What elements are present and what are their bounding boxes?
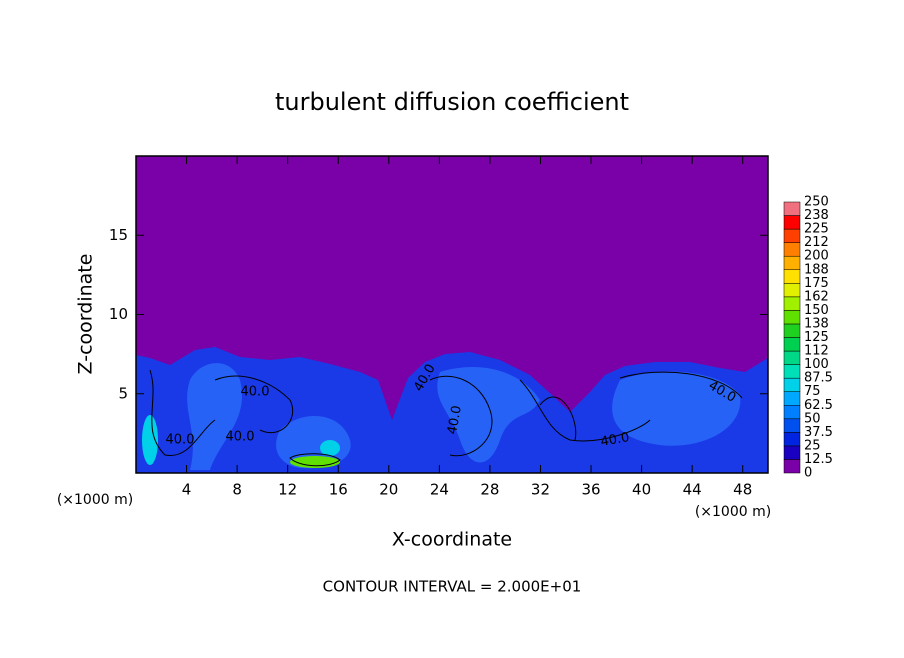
colorbar-bin: [783, 432, 801, 447]
x-tick-label: 24: [430, 481, 449, 499]
colorbar-label: 62.5: [804, 398, 833, 413]
colorbar-label: 225: [804, 222, 829, 237]
colorbar-label: 37.5: [804, 425, 833, 440]
colorbar-label: 125: [804, 330, 829, 345]
colorbar-bin: [783, 310, 801, 325]
x-tick-label: 32: [531, 481, 550, 499]
colorbar-label: 250: [804, 195, 829, 210]
x-unit-label: (×1000 m): [57, 492, 133, 508]
colorbar-label: 138: [804, 316, 829, 331]
x-tick-label: 16: [329, 481, 348, 499]
x-tick-label: 4: [182, 481, 192, 499]
colorbar-bin: [783, 445, 801, 460]
colorbar-bin: [783, 228, 801, 243]
colorbar-bin: [783, 323, 801, 338]
colorbar-label: 150: [804, 303, 829, 318]
y-axis-label: Z-coordinate: [75, 254, 97, 375]
contour-label: 40.0: [166, 433, 195, 448]
colorbar-bin: [783, 459, 801, 474]
x-unit-label: (×1000 m): [695, 504, 771, 520]
colorbar-bin: [783, 269, 801, 284]
colorbar-label: 75: [804, 384, 821, 399]
colorbar-bin: [783, 350, 801, 365]
field: [136, 156, 768, 473]
colorbar-bin: [783, 201, 801, 216]
colorbar-bin: [783, 283, 801, 298]
contour-label: 40.0: [226, 430, 255, 445]
x-axis-label: X-coordinate: [392, 529, 512, 551]
colorbar-bin: [783, 337, 801, 352]
colorbar-label: 112: [804, 344, 829, 359]
colorbar-bin: [783, 405, 801, 420]
colorbar-label: 12.5: [804, 452, 833, 467]
colorbar-bin: [783, 364, 801, 379]
colorbar-label: 100: [804, 357, 829, 372]
y-tick-label: 15: [109, 226, 128, 244]
footer-note: CONTOUR INTERVAL = 2.000E+01: [323, 578, 582, 596]
colorbar-bin: [783, 377, 801, 392]
x-tick-label: 8: [232, 481, 242, 499]
colorbar-label: 50: [804, 411, 821, 426]
colorbar-label: 238: [804, 208, 829, 223]
x-tick-label: 44: [683, 481, 702, 499]
colorbar-label: 175: [804, 276, 829, 291]
colorbar-label: 162: [804, 289, 829, 304]
x-tick-label: 12: [278, 481, 297, 499]
colorbar-bin: [783, 391, 801, 406]
colorbar-label: 200: [804, 249, 829, 264]
chart-title: turbulent diffusion coefficient: [275, 88, 629, 116]
colorbar-label: 188: [804, 262, 829, 277]
colorbar-bin: [783, 255, 801, 271]
x-tick-label: 48: [733, 481, 752, 499]
y-tick-label: 5: [118, 384, 128, 402]
contour-label: 40.0: [599, 430, 630, 450]
contour-label: 40.0: [445, 404, 465, 435]
colorbar-bin: [783, 215, 801, 230]
colorbar-label: 0: [804, 466, 812, 481]
y-tick-label: 10: [109, 305, 128, 323]
x-tick-label: 40: [632, 481, 651, 499]
colorbar-bin: [783, 242, 801, 257]
contour-label: 40.0: [241, 385, 270, 400]
colorbar-label: 212: [804, 235, 829, 250]
colorbar-label: 87.5: [804, 371, 833, 386]
x-tick-label: 20: [379, 481, 398, 499]
colorbar-label: 25: [804, 438, 821, 453]
colorbar-bin: [783, 296, 801, 311]
x-tick-label: 28: [480, 481, 499, 499]
x-tick-label: 36: [581, 481, 600, 499]
colorbar-bin: [783, 418, 801, 433]
